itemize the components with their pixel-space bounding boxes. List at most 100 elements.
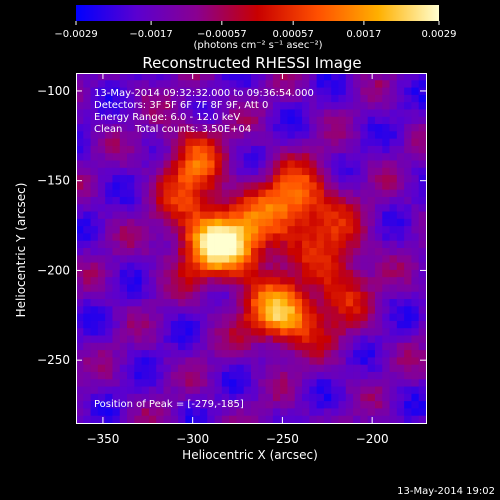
heatmap-cell — [243, 131, 252, 140]
heatmap-cell — [83, 87, 91, 96]
heatmap-cell — [163, 204, 172, 212]
heatmap-cell — [418, 196, 426, 205]
heatmap-cell — [141, 73, 150, 81]
heatmap-cell — [229, 262, 237, 271]
heatmap-cell — [141, 80, 150, 88]
heatmap-cell — [258, 248, 266, 256]
heatmap-cell — [243, 269, 252, 278]
heatmap-cell — [309, 226, 318, 234]
heatmap-cell — [119, 306, 128, 315]
heatmap-cell — [302, 291, 310, 300]
heatmap-cell — [323, 233, 332, 242]
heatmap-cell — [258, 73, 266, 81]
heatmap-cell — [236, 262, 245, 271]
heatmap-cell — [207, 182, 215, 191]
heatmap-cell — [323, 371, 332, 380]
heatmap-cell — [287, 269, 296, 278]
heatmap-cell — [338, 291, 347, 300]
heatmap-cell — [170, 401, 179, 409]
heatmap-cell — [338, 182, 347, 191]
heatmap-cell — [316, 364, 325, 373]
heatmap-cell — [76, 248, 84, 256]
heatmap-cell — [105, 102, 113, 110]
heatmap-cell — [331, 182, 339, 191]
heatmap-cell — [309, 299, 318, 307]
heatmap-cell — [294, 342, 303, 351]
heatmap-cell — [251, 175, 259, 183]
heatmap-cell — [185, 248, 194, 256]
heatmap-cell — [294, 87, 303, 96]
heatmap-cell — [294, 306, 303, 315]
heatmap-cell — [97, 277, 106, 285]
heatmap-cell — [90, 124, 99, 132]
heatmap-cell — [280, 189, 288, 198]
heatmap-cell — [272, 269, 281, 278]
heatmap-cell — [148, 364, 157, 373]
heatmap-cell — [170, 196, 179, 205]
heatmap-cell — [112, 255, 121, 263]
heatmap-cell — [192, 102, 201, 110]
heatmap-cell — [199, 284, 208, 293]
heatmap-cell — [287, 415, 296, 423]
heatmap-cell — [90, 393, 99, 402]
heatmap-cell — [119, 335, 128, 344]
heatmap-cell — [207, 262, 215, 271]
heatmap-cell — [134, 371, 143, 380]
heatmap-cell — [302, 313, 310, 322]
heatmap-cell — [316, 401, 325, 409]
heatmap-cell — [163, 393, 172, 402]
heatmap-cell — [382, 80, 390, 88]
heatmap-cell — [411, 313, 420, 322]
heatmap-cell — [134, 342, 143, 351]
heatmap-cell — [185, 160, 194, 169]
heatmap-cell — [353, 218, 361, 227]
heatmap-cell — [229, 291, 237, 300]
heatmap-cell — [207, 364, 215, 373]
heatmap-cell — [134, 408, 143, 417]
heatmap-cell — [141, 204, 150, 212]
heatmap-cell — [316, 218, 325, 227]
heatmap-cell — [418, 328, 426, 336]
heatmap-cell — [345, 299, 354, 307]
heatmap-cell — [309, 167, 318, 176]
heatmap-cell — [265, 189, 274, 198]
heatmap-cell — [148, 80, 157, 88]
heatmap-cell — [396, 138, 405, 147]
heatmap-cell — [229, 94, 237, 103]
heatmap-cell — [236, 175, 245, 183]
heatmap-cell — [374, 87, 383, 96]
heatmap-cell — [163, 189, 172, 198]
y-axis-label: Heliocentric Y (arcsec) — [14, 183, 28, 318]
heatmap-cell — [404, 226, 412, 234]
heatmap-cell — [294, 350, 303, 358]
heatmap-cell — [374, 218, 383, 227]
heatmap-cell — [156, 211, 164, 220]
heatmap-cell — [280, 218, 288, 227]
heatmap-cell — [236, 408, 245, 417]
heatmap-cell — [148, 277, 157, 285]
heatmap-cell — [207, 415, 215, 423]
heatmap-cell — [243, 189, 252, 198]
heatmap-cell — [236, 211, 245, 220]
heatmap-cell — [148, 408, 157, 417]
heatmap-cell — [396, 73, 405, 81]
heatmap-cell — [331, 262, 339, 271]
heatmap-cell — [418, 116, 426, 125]
heatmap-cell — [338, 401, 347, 409]
heatmap-cell — [97, 393, 106, 402]
heatmap-cell — [112, 87, 121, 96]
heatmap-cell — [302, 124, 310, 132]
heatmap-cell — [170, 379, 179, 387]
heatmap-cell — [251, 80, 259, 88]
heatmap-cell — [389, 131, 398, 140]
heatmap-cell — [83, 189, 91, 198]
heatmap-cell — [83, 277, 91, 285]
colorbar-tick-label: 0.0017 — [346, 29, 381, 40]
heatmap-cell — [119, 379, 128, 387]
heatmap-cell — [374, 401, 383, 409]
heatmap-cell — [258, 342, 266, 351]
heatmap-cell — [199, 401, 208, 409]
heatmap-cell — [156, 145, 164, 154]
heatmap-cell — [418, 277, 426, 285]
heatmap-cell — [389, 167, 398, 176]
